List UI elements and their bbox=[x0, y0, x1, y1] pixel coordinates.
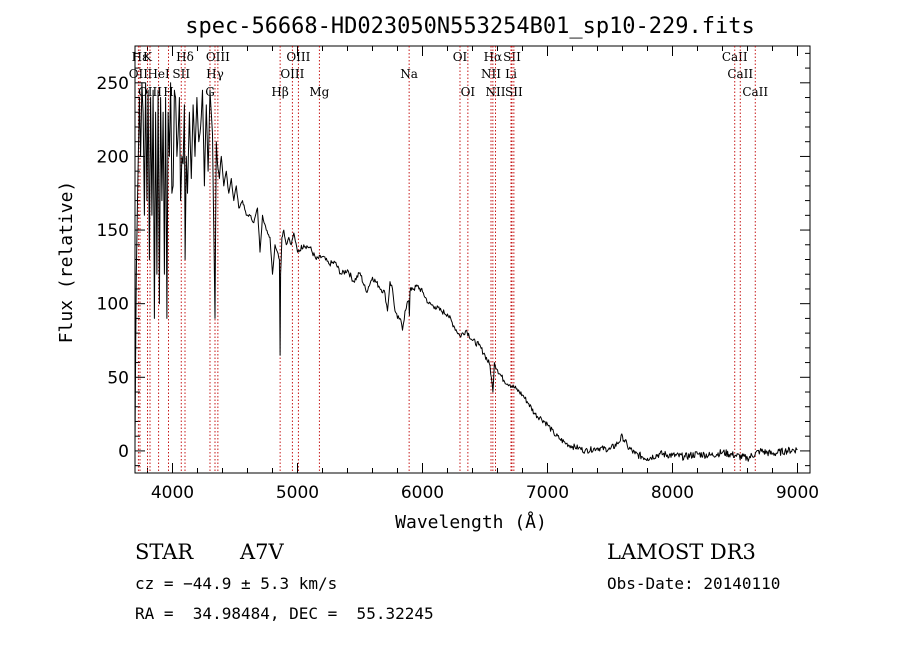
y-axis-label: Flux (relative) bbox=[56, 181, 77, 344]
spectral-line-label: Hε bbox=[132, 50, 149, 64]
spectral-line-label: HeI bbox=[147, 67, 170, 81]
x-tick-label: 4000 bbox=[151, 483, 194, 503]
spectral-line-label: Mg bbox=[309, 85, 329, 99]
x-axis-label: Wavelength (Å) bbox=[395, 511, 547, 533]
spectral-line-label: OI bbox=[461, 85, 476, 99]
spectral-line-label: SII bbox=[172, 67, 190, 81]
flux-series bbox=[134, 82, 798, 462]
spectral-line-label: OII bbox=[129, 67, 149, 81]
spectral-line-label: OIII bbox=[280, 67, 304, 81]
chart-title: spec-56668-HD023050N553254B01_sp10-229.f… bbox=[185, 14, 755, 39]
x-tick-label: 7000 bbox=[526, 483, 569, 503]
object-class: STAR bbox=[135, 540, 194, 564]
axis-ticks: 4000 5000 6000 7000 8000 9000 0 50 100 150 200 250 bbox=[97, 46, 819, 503]
spectral-line-label: Hβ bbox=[271, 85, 288, 99]
spectral-line-label: Hα bbox=[484, 50, 503, 64]
redshift-velocity: cz = −44.9 ± 5.3 km/s bbox=[135, 574, 338, 593]
y-tick-label: 0 bbox=[118, 442, 129, 462]
spectral-line-label: Li bbox=[505, 67, 517, 81]
plot-frame bbox=[134, 45, 811, 474]
x-tick-label: 9000 bbox=[776, 483, 819, 503]
y-tick-label: 100 bbox=[97, 295, 129, 315]
observation-date: Obs-Date: 20140110 bbox=[607, 574, 781, 593]
spectral-line-label: Hγ bbox=[206, 67, 224, 81]
flux-line bbox=[134, 82, 798, 462]
sky-coordinates: RA = 34.98484, DEC = 55.32245 bbox=[135, 604, 434, 623]
spectral-line-label: K bbox=[143, 50, 153, 64]
spectral-line-label: OIII bbox=[206, 50, 230, 64]
spectral-line-label: Hδ bbox=[176, 50, 194, 64]
y-tick-label: 250 bbox=[97, 74, 129, 94]
y-tick-label: 200 bbox=[97, 147, 129, 167]
spectral-line-label: CaII bbox=[727, 67, 753, 81]
spectral-line-label: H bbox=[163, 85, 173, 99]
spectral-line-label: OIII bbox=[138, 85, 162, 99]
spectral-line-label: SII bbox=[503, 50, 521, 64]
spectral-line-label: CaII bbox=[722, 50, 748, 64]
spectral-line-label: Na bbox=[400, 67, 418, 81]
x-tick-label: 6000 bbox=[401, 483, 444, 503]
spectral-line-label: NII bbox=[486, 85, 506, 99]
spectral-line-label: SII bbox=[505, 85, 523, 99]
spectral-line-label: OI bbox=[453, 50, 468, 64]
x-tick-label: 5000 bbox=[276, 483, 319, 503]
survey-name: LAMOST DR3 bbox=[607, 540, 756, 564]
spectral-line-label: OIII bbox=[286, 50, 310, 64]
y-tick-label: 50 bbox=[107, 368, 129, 388]
x-tick-label: 8000 bbox=[651, 483, 694, 503]
object-subclass: A7V bbox=[240, 540, 284, 564]
spectral-line-label: NII bbox=[481, 67, 501, 81]
spectral-line-label: CaII bbox=[742, 85, 768, 99]
y-tick-label: 150 bbox=[97, 221, 129, 241]
